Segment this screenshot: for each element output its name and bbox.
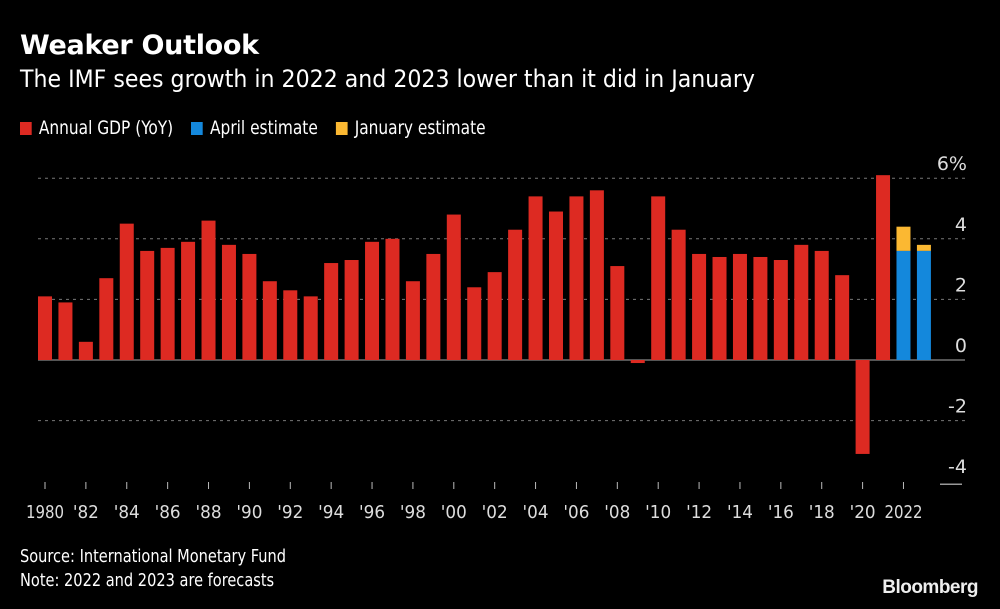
bar-2018 — [814, 250, 829, 360]
bar-1991 — [262, 281, 277, 360]
x-tick-label: '16 — [768, 502, 794, 523]
y-tick-label: 4 — [955, 214, 967, 236]
bar-2012 — [692, 253, 707, 360]
bar-1998 — [405, 281, 420, 360]
bar-1997 — [385, 238, 400, 360]
bar-1990 — [242, 253, 257, 360]
bar-1999 — [426, 253, 441, 360]
legend-swatch-yellow — [335, 121, 348, 135]
legend-label: April estimate — [210, 117, 318, 139]
y-tick-label: 6% — [937, 153, 967, 175]
x-tick-label: '88 — [196, 502, 222, 523]
forecast-note: Note: 2022 and 2023 are forecasts — [20, 570, 275, 591]
bar-april-2022 — [896, 250, 911, 360]
chart-title: Weaker Outlook — [20, 30, 259, 61]
y-tick-label: -4 — [948, 456, 967, 478]
bar-2009 — [630, 360, 645, 364]
bar-2015 — [753, 256, 768, 360]
bar-january-2023 — [916, 244, 931, 251]
y-tick-label: -2 — [948, 396, 967, 418]
x-tick-label: '18 — [809, 502, 835, 523]
bar-1993 — [303, 296, 318, 360]
bar-2006 — [569, 196, 584, 360]
bar-2000 — [446, 214, 461, 360]
bar-1994 — [324, 263, 339, 360]
bar-2013 — [712, 256, 727, 360]
bar-1989 — [221, 244, 236, 360]
y-tick-label: 0 — [955, 335, 967, 357]
bar-1981 — [58, 302, 73, 360]
legend-label: January estimate — [354, 117, 486, 139]
bar-2008 — [610, 266, 625, 360]
x-tick-label: '14 — [727, 502, 753, 523]
legend-item-april: April estimate — [191, 117, 318, 139]
x-tick-label: '04 — [523, 502, 549, 523]
x-tick-label: '12 — [686, 502, 712, 523]
x-tick-label: '20 — [850, 502, 876, 523]
x-tick-label: '98 — [400, 502, 426, 523]
x-tick-label: '08 — [604, 502, 630, 523]
bar-2019 — [835, 275, 850, 360]
bar-1984 — [119, 223, 134, 360]
legend-item-january: January estimate — [335, 117, 486, 139]
bar-1983 — [99, 278, 114, 360]
legend: Annual GDP (YoY) April estimate January … — [20, 117, 486, 139]
legend-swatch-red — [20, 121, 32, 135]
bar-1986 — [160, 247, 175, 360]
bar-2017 — [794, 244, 809, 360]
bar-2004 — [528, 196, 543, 360]
bar-2007 — [589, 190, 604, 360]
bar-1980 — [38, 296, 52, 360]
legend-swatch-blue — [191, 121, 203, 135]
x-tick-label: '00 — [441, 502, 467, 523]
x-tick-label: '82 — [73, 502, 99, 523]
x-tick-label: '94 — [318, 502, 344, 523]
bar-1985 — [140, 250, 155, 360]
x-tick-label: '06 — [563, 502, 589, 523]
x-tick-label: '02 — [482, 502, 508, 523]
source-note: Source: International Monetary Fund — [20, 546, 286, 567]
bar-2002 — [487, 272, 502, 360]
bar-1996 — [365, 241, 380, 360]
bar-2016 — [773, 260, 788, 360]
bar-1992 — [283, 290, 298, 360]
x-tick-label: 2022 — [884, 502, 922, 523]
bar-1987 — [181, 241, 196, 360]
bar-2005 — [549, 211, 563, 360]
bar-april-2023 — [916, 250, 931, 360]
x-tick-label: 1980 — [26, 502, 64, 523]
x-tick-label: '96 — [359, 502, 385, 523]
bloomberg-logo: Bloomberg — [882, 577, 978, 598]
chart-subtitle: The IMF sees growth in 2022 and 2023 low… — [20, 65, 755, 93]
bar-1995 — [344, 260, 359, 360]
x-tick-label: '86 — [155, 502, 181, 523]
x-tick-label: '90 — [236, 502, 262, 523]
x-tick-label: '92 — [277, 502, 303, 523]
bar-1982 — [78, 341, 93, 360]
legend-label: Annual GDP (YoY) — [38, 117, 174, 139]
bar-2001 — [467, 287, 482, 360]
bar-2003 — [508, 229, 523, 360]
bar-2020 — [855, 360, 870, 454]
y-tick-label: 2 — [955, 274, 967, 296]
x-tick-label: '84 — [114, 502, 140, 523]
bar-2021 — [876, 175, 891, 360]
bar-2011 — [671, 229, 686, 360]
bar-2014 — [732, 253, 747, 360]
x-tick-label: '10 — [645, 502, 671, 523]
bar-january-2022 — [896, 226, 911, 251]
bar-2010 — [651, 196, 666, 360]
legend-item-annual-gdp: Annual GDP (YoY) — [20, 117, 173, 139]
bar-1988 — [201, 220, 216, 360]
